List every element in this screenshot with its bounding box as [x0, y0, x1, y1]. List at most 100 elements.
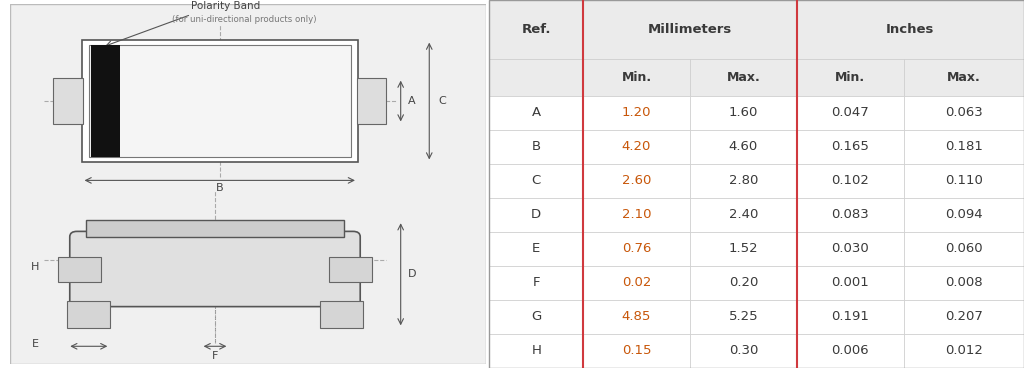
Text: 0.102: 0.102 — [831, 174, 869, 187]
Bar — [489, 96, 583, 130]
Text: 1.20: 1.20 — [622, 106, 651, 119]
FancyBboxPatch shape — [70, 231, 360, 307]
Text: D: D — [408, 269, 417, 279]
Bar — [583, 334, 690, 368]
Text: H: H — [531, 344, 541, 357]
Text: 4.20: 4.20 — [622, 140, 651, 153]
Text: 0.094: 0.094 — [945, 208, 983, 221]
Text: B: B — [216, 183, 223, 193]
Bar — [583, 198, 690, 232]
Text: 0.063: 0.063 — [945, 106, 983, 119]
Bar — [904, 164, 1024, 198]
Text: A: A — [408, 96, 416, 106]
Text: 2.10: 2.10 — [622, 208, 651, 221]
Bar — [797, 96, 904, 130]
Bar — [58, 256, 100, 282]
Bar — [82, 40, 357, 162]
Bar — [489, 300, 583, 334]
Text: E: E — [32, 340, 39, 350]
Text: C: C — [439, 96, 446, 106]
Text: 0.008: 0.008 — [945, 276, 983, 289]
Text: Max.: Max. — [947, 71, 981, 84]
Text: 0.76: 0.76 — [622, 243, 651, 255]
Bar — [904, 130, 1024, 164]
Text: 4.85: 4.85 — [622, 311, 651, 323]
Bar — [690, 164, 797, 198]
Bar — [904, 334, 1024, 368]
Text: 2.80: 2.80 — [729, 174, 758, 187]
Text: Millimeters: Millimeters — [648, 23, 732, 36]
Bar — [489, 59, 583, 96]
Text: 0.207: 0.207 — [945, 311, 983, 323]
Bar — [690, 96, 797, 130]
Bar — [690, 300, 797, 334]
Text: 0.30: 0.30 — [729, 344, 758, 357]
Bar — [690, 232, 797, 266]
Bar — [68, 301, 111, 328]
Bar — [489, 266, 583, 300]
Bar — [797, 300, 904, 334]
Text: C: C — [531, 174, 541, 187]
Bar — [797, 232, 904, 266]
Text: F: F — [532, 276, 540, 289]
Text: 2.60: 2.60 — [622, 174, 651, 187]
Bar — [489, 164, 583, 198]
Text: 0.083: 0.083 — [831, 208, 869, 221]
Text: 0.110: 0.110 — [945, 174, 983, 187]
Text: 0.181: 0.181 — [945, 140, 983, 153]
Bar — [319, 301, 362, 328]
Bar — [797, 334, 904, 368]
Bar — [904, 96, 1024, 130]
Bar — [583, 0, 797, 59]
Text: F: F — [212, 351, 218, 361]
Bar — [904, 266, 1024, 300]
Bar — [797, 59, 904, 96]
Bar — [904, 198, 1024, 232]
Text: 1.52: 1.52 — [728, 243, 758, 255]
Bar — [797, 266, 904, 300]
Text: Min.: Min. — [622, 71, 651, 84]
Text: H: H — [31, 262, 39, 272]
Bar — [583, 59, 690, 96]
Text: 0.02: 0.02 — [622, 276, 651, 289]
Bar — [489, 130, 583, 164]
Bar — [53, 78, 83, 124]
Text: E: E — [532, 243, 541, 255]
Bar — [489, 198, 583, 232]
Text: B: B — [531, 140, 541, 153]
Bar — [489, 0, 583, 59]
Text: 0.20: 0.20 — [729, 276, 758, 289]
Text: 0.191: 0.191 — [831, 311, 869, 323]
Bar — [690, 266, 797, 300]
Bar — [583, 130, 690, 164]
Bar — [797, 130, 904, 164]
Text: 0.060: 0.060 — [945, 243, 983, 255]
Text: 5.25: 5.25 — [728, 311, 758, 323]
Text: (for uni-directional products only): (for uni-directional products only) — [172, 15, 316, 24]
Bar — [489, 232, 583, 266]
Text: Polarity Band: Polarity Band — [191, 1, 260, 11]
Bar — [89, 45, 350, 157]
Bar — [904, 300, 1024, 334]
Bar — [357, 78, 386, 124]
Bar — [797, 164, 904, 198]
Bar — [91, 45, 120, 157]
Text: G: G — [531, 311, 542, 323]
Text: 0.012: 0.012 — [945, 344, 983, 357]
Bar — [797, 0, 1024, 59]
Text: Inches: Inches — [886, 23, 935, 36]
Text: Ref.: Ref. — [521, 23, 551, 36]
Bar — [690, 130, 797, 164]
Bar — [690, 59, 797, 96]
Text: A: A — [531, 106, 541, 119]
Bar — [690, 334, 797, 368]
Bar — [86, 220, 344, 237]
Text: D: D — [531, 208, 542, 221]
Bar — [583, 300, 690, 334]
Text: 0.15: 0.15 — [622, 344, 651, 357]
Bar — [690, 198, 797, 232]
Bar — [904, 59, 1024, 96]
Text: 0.001: 0.001 — [831, 276, 869, 289]
Bar — [583, 266, 690, 300]
Text: 0.165: 0.165 — [831, 140, 869, 153]
